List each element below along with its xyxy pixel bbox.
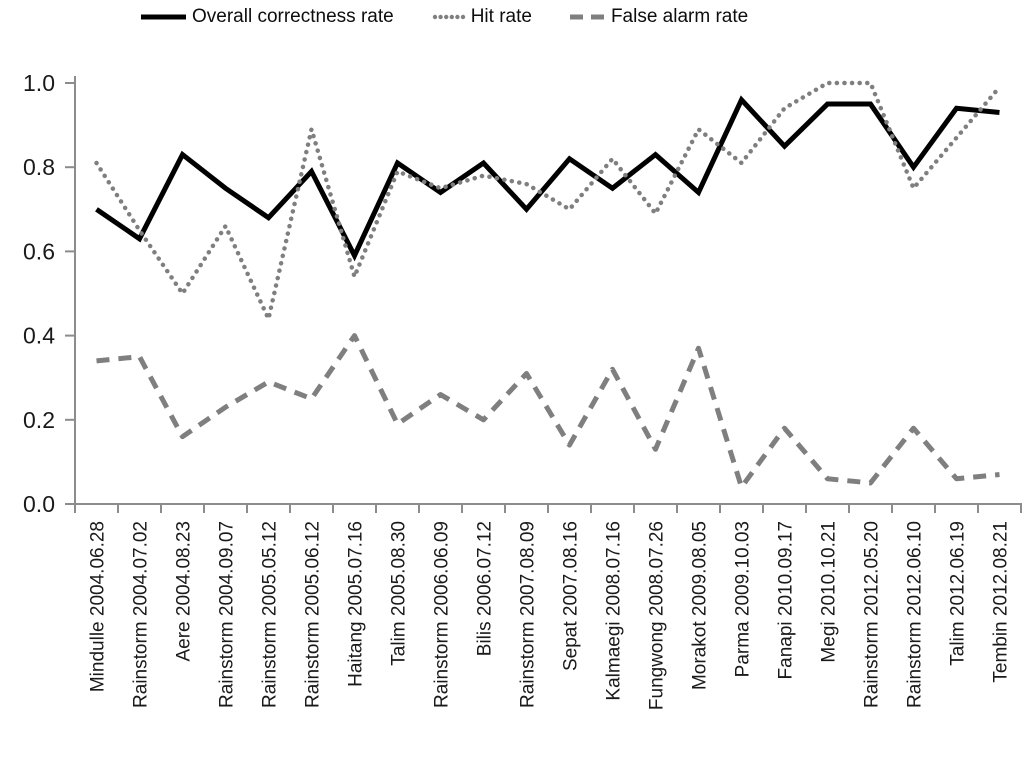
x-axis-tick-label: Rainstorm 2005.06.12 bbox=[303, 521, 324, 708]
x-axis-tick-label: Mindulle 2004.06.28 bbox=[88, 521, 109, 692]
x-axis-tick-label: Rainstorm 2012.06.10 bbox=[905, 521, 926, 708]
y-axis-tick-label: 0.8 bbox=[23, 154, 55, 180]
x-axis-tick-label: Morakot 2009.08.05 bbox=[690, 521, 711, 690]
series-line-dashed bbox=[96, 333, 1000, 490]
y-axis-tick-label: 1.0 bbox=[23, 70, 55, 96]
series-line-solid bbox=[95, 95, 1000, 262]
x-axis-tick-label: Fanapi 2010.09.17 bbox=[776, 521, 797, 679]
x-axis-tick-label: Haitang 2005.07.16 bbox=[346, 521, 367, 687]
x-axis-tick-label: Aere 2004.08.23 bbox=[174, 521, 195, 662]
x-axis-tick-label: Tembin 2012.08.21 bbox=[991, 521, 1012, 683]
x-axis-tick-label: Megi 2010.10.21 bbox=[819, 521, 840, 663]
x-axis-tick-label: Talim 2005.08.30 bbox=[389, 521, 410, 666]
x-axis-tick-label: Rainstorm 2004.07.02 bbox=[131, 521, 152, 708]
x-axis-tick-label: Rainstorm 2007.08.09 bbox=[518, 521, 539, 708]
series-line-dotted bbox=[94, 80, 1002, 322]
legend-item-false-alarm-rate: False alarm rate bbox=[569, 6, 749, 28]
legend-item-hit-rate: Hit rate bbox=[432, 6, 532, 28]
y-axis-tick-label: 0.4 bbox=[23, 323, 55, 349]
legend-label: Hit rate bbox=[470, 6, 532, 27]
legend: Overall correctness rate Hit rate False … bbox=[140, 6, 748, 28]
x-axis-tick-label: Parma 2009.10.03 bbox=[733, 521, 754, 677]
dashed-line-swatch-icon bbox=[569, 14, 604, 20]
y-axis-tick-label: 0.2 bbox=[23, 407, 55, 433]
dotted-line-swatch-icon bbox=[432, 14, 465, 20]
x-axis-tick-label: Rainstorm 2012.05.20 bbox=[862, 521, 883, 708]
y-axis-tick-label: 0.6 bbox=[23, 238, 55, 264]
x-axis-tick-label: Kalmaegi 2008.07.16 bbox=[604, 521, 625, 701]
legend-item-overall-correctness-rate: Overall correctness rate bbox=[140, 6, 394, 28]
legend-label: False alarm rate bbox=[610, 6, 749, 27]
x-axis-tick-label: Sepat 2007.08.16 bbox=[561, 521, 582, 671]
x-axis-tick-label: Bilis 2006.07.12 bbox=[475, 521, 496, 656]
x-axis-tick-label: Rainstorm 2006.06.09 bbox=[432, 521, 453, 708]
solid-line-swatch-icon bbox=[141, 14, 186, 20]
x-axis-tick-label: Rainstorm 2004.09.07 bbox=[217, 521, 238, 708]
y-axis-tick-label: 0.0 bbox=[23, 491, 55, 517]
legend-label: Overall correctness rate bbox=[192, 6, 394, 27]
x-axis-tick-label: Rainstorm 2005.05.12 bbox=[260, 521, 281, 708]
x-axis-tick-label: Fungwong 2008.07.26 bbox=[647, 521, 668, 710]
x-axis-tick-label: Talim 2012.06.19 bbox=[948, 521, 969, 666]
